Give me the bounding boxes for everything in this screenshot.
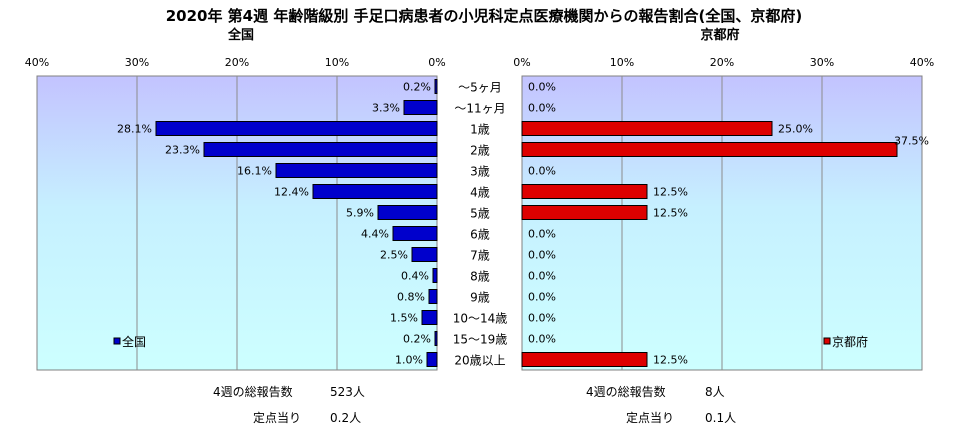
- national-data-label: 1.5%: [390, 312, 418, 325]
- kyoto-data-label: 0.0%: [528, 270, 556, 283]
- age-category-label: ～5ヶ月: [458, 81, 502, 95]
- national-bar: [434, 79, 438, 94]
- kyoto-bar: [521, 352, 648, 367]
- national-bar: [434, 331, 438, 346]
- age-category-label: 2歳: [470, 144, 490, 158]
- age-category-label: 6歳: [470, 228, 490, 242]
- kyoto-data-label: 12.5%: [653, 186, 688, 199]
- national-bar: [275, 163, 438, 178]
- national-bar: [426, 352, 438, 367]
- kyoto-data-label: 0.0%: [528, 333, 556, 346]
- kyoto-total-label: 4週の総報告数: [586, 385, 666, 399]
- kyoto-tick-label: 10%: [610, 56, 634, 69]
- age-category-label: 20歳以上: [454, 354, 505, 368]
- national-bar: [155, 121, 438, 136]
- national-data-label: 0.2%: [403, 333, 431, 346]
- national-data-label: 1.0%: [395, 354, 423, 367]
- kyoto-data-label: 0.0%: [528, 228, 556, 241]
- age-category-label: 1歳: [470, 123, 490, 137]
- national-per-label: 定点当り: [253, 411, 302, 425]
- kyoto-data-label: 12.5%: [653, 354, 688, 367]
- national-bar: [428, 289, 438, 304]
- national-bar: [432, 268, 438, 283]
- kyoto-legend-label: 京都府: [832, 334, 868, 349]
- national-data-label: 23.3%: [165, 144, 200, 157]
- kyoto-total-value: 8人: [705, 385, 725, 399]
- kyoto-data-label: 0.0%: [528, 165, 556, 178]
- national-data-label: 2.5%: [380, 249, 408, 262]
- age-category-label: 10～14歳: [453, 312, 508, 326]
- kyoto-data-label: 0.0%: [528, 102, 556, 115]
- national-bar: [421, 310, 438, 325]
- chart-title: 2020年 第4週 年齢階級別 手足口病患者の小児科定点医療機関からの報告割合(…: [166, 7, 803, 25]
- kyoto-bar: [521, 205, 648, 220]
- national-bar: [392, 226, 438, 241]
- national-tick-label: 0%: [428, 56, 445, 69]
- kyoto-tick-label: 40%: [910, 56, 934, 69]
- national-panel-title: 全国: [227, 27, 254, 43]
- national-legend-label: 全国: [122, 334, 146, 349]
- national-data-label: 3.3%: [372, 102, 400, 115]
- national-tick-label: 20%: [225, 56, 249, 69]
- kyoto-data-label: 0.0%: [528, 291, 556, 304]
- national-tick-label: 30%: [125, 56, 149, 69]
- national-data-label: 28.1%: [117, 123, 152, 136]
- kyoto-bar: [521, 184, 648, 199]
- national-bar: [411, 247, 438, 262]
- national-tick-label: 40%: [25, 56, 49, 69]
- kyoto-data-label: 0.0%: [528, 81, 556, 94]
- kyoto-tick-label: 20%: [710, 56, 734, 69]
- national-tick-label: 10%: [325, 56, 349, 69]
- kyoto-per-label: 定点当り: [626, 411, 675, 425]
- kyoto-bar: [521, 142, 898, 157]
- national-data-label: 4.4%: [361, 228, 389, 241]
- national-data-label: 0.4%: [401, 270, 429, 283]
- national-bar: [203, 142, 438, 157]
- national-bar: [403, 100, 438, 115]
- national-data-label: 5.9%: [346, 207, 374, 220]
- national-data-label: 0.2%: [403, 81, 431, 94]
- age-category-label: ～11ヶ月: [454, 102, 505, 116]
- kyoto-legend-swatch: [823, 337, 831, 345]
- kyoto-panel-title: 京都府: [700, 27, 739, 43]
- national-total-label: 4週の総報告数: [213, 385, 293, 399]
- kyoto-per-value: 0.1人: [705, 411, 737, 425]
- kyoto-data-label: 0.0%: [528, 249, 556, 262]
- national-data-label: 12.4%: [274, 186, 309, 199]
- kyoto-bar: [521, 121, 773, 136]
- national-per-value: 0.2人: [330, 411, 362, 425]
- national-total-value: 523人: [330, 385, 365, 399]
- national-bar: [377, 205, 438, 220]
- kyoto-tick-label: 0%: [513, 56, 530, 69]
- national-bar: [312, 184, 438, 199]
- national-legend-swatch: [113, 337, 121, 345]
- age-category-label: 9歳: [470, 291, 490, 305]
- age-category-label: 15～19歳: [453, 333, 508, 347]
- kyoto-data-label: 12.5%: [653, 207, 688, 220]
- age-category-label: 4歳: [470, 186, 490, 200]
- kyoto-tick-label: 30%: [810, 56, 834, 69]
- age-category-label: 3歳: [470, 165, 490, 179]
- age-category-label: 7歳: [470, 249, 490, 263]
- national-data-label: 16.1%: [237, 165, 272, 178]
- national-data-label: 0.8%: [397, 291, 425, 304]
- kyoto-data-label: 0.0%: [528, 312, 556, 325]
- kyoto-data-label: 25.0%: [778, 123, 813, 136]
- kyoto-data-label: 37.5%: [894, 135, 929, 148]
- age-category-label: 5歳: [470, 207, 490, 221]
- age-category-label: 8歳: [470, 270, 490, 284]
